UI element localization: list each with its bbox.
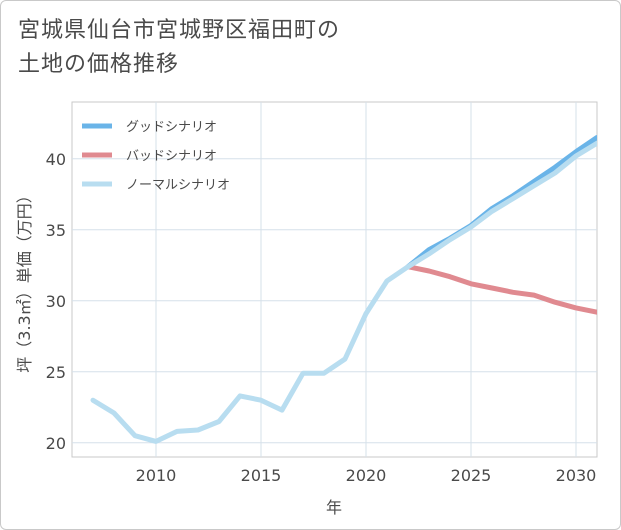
plot-area xyxy=(71,101,598,458)
legend-label-0: グッドシナリオ xyxy=(126,120,217,135)
x-tick-label: 2010 xyxy=(136,466,177,485)
legend-label-1: バッドシナリオ xyxy=(126,149,217,164)
chart-title-line-2: 土地の価格推移 xyxy=(18,52,180,77)
y-tick-label: 25 xyxy=(46,363,66,382)
chart-title: 宮城県仙台市宮城野区福田町の 土地の価格推移 xyxy=(18,14,340,82)
y-axis-label: 坪（3.3㎡）単価（万円） xyxy=(15,187,34,372)
y-tick-label: 35 xyxy=(46,221,66,240)
x-axis-ticks: 2010 2015 2020 2025 2030 xyxy=(136,466,597,485)
chart-title-line-1: 宮城県仙台市宮城野区福田町の xyxy=(18,18,341,43)
x-tick-label: 2025 xyxy=(451,466,492,485)
y-tick-label: 40 xyxy=(46,150,66,169)
x-axis-label: 年 xyxy=(326,498,342,517)
series-line-1 xyxy=(405,264,597,315)
series-lines xyxy=(90,135,597,444)
y-axis-ticks: 20 25 30 35 40 xyxy=(46,150,66,453)
x-tick-label: 2030 xyxy=(556,466,597,485)
x-tick-label: 2015 xyxy=(241,466,282,485)
y-tick-label: 20 xyxy=(46,434,66,453)
legend-label-2: ノーマルシナリオ xyxy=(126,178,230,193)
x-tick-label: 2020 xyxy=(346,466,387,485)
series-line-2 xyxy=(90,140,597,444)
y-tick-label: 30 xyxy=(46,292,66,311)
